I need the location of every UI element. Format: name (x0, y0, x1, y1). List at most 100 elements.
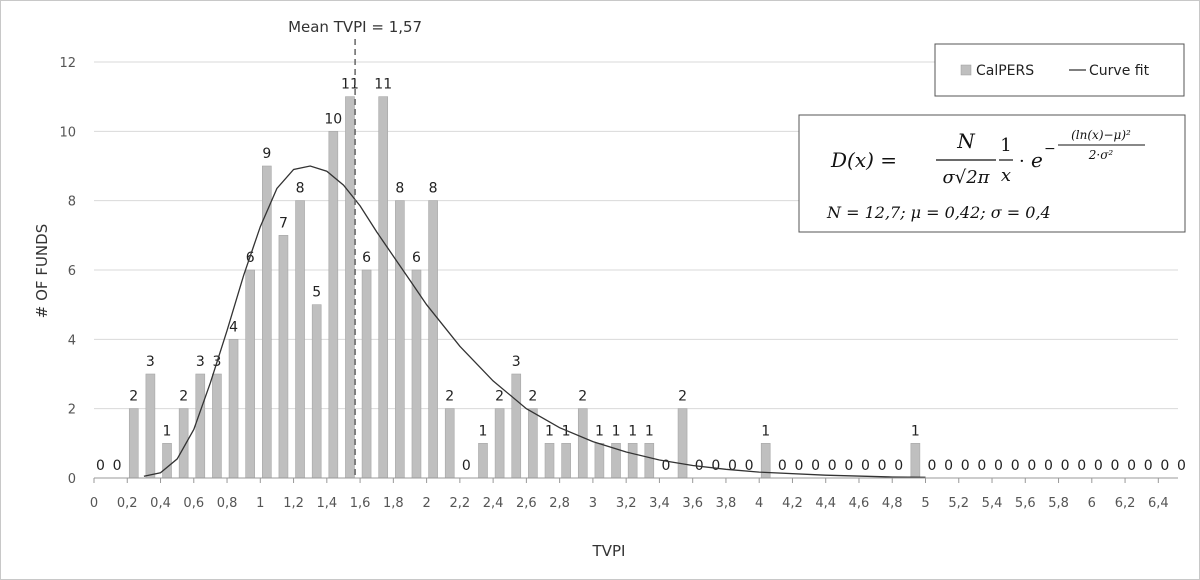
x-tick-label: 2,2 (450, 496, 471, 511)
bar (311, 304, 322, 479)
x-axis-title: TVPI (592, 542, 626, 560)
y-axis-ticks: 0 2 4 6 8 10 12 (59, 56, 76, 487)
y-tick-label: 6 (68, 264, 76, 279)
bar (478, 443, 488, 479)
x-tick-label: 5,8 (1048, 496, 1069, 511)
formula-dot: · (1019, 151, 1025, 172)
data-label: 0 (928, 458, 937, 474)
data-label: 0 (745, 458, 754, 474)
data-label: 3 (196, 354, 205, 370)
data-label: 9 (262, 146, 271, 162)
data-label: 1 (911, 423, 920, 439)
bar (677, 408, 688, 479)
data-label: 0 (1160, 458, 1169, 474)
y-tick-label: 4 (68, 333, 76, 348)
data-label: 0 (1144, 458, 1153, 474)
formula-box: D(x) = N σ√2π 1 x · e − (ln(x)−μ)² 2·σ² … (798, 114, 1186, 233)
data-label: 2 (179, 389, 188, 405)
data-label: 0 (1110, 458, 1119, 474)
formula-one: 1 (1000, 135, 1011, 156)
bar (128, 408, 139, 479)
x-tick-label: 1,2 (283, 496, 304, 511)
data-label: 0 (728, 458, 737, 474)
x-tick-label: 5,6 (1015, 496, 1036, 511)
bar (378, 96, 389, 479)
y-axis-title: # OF FUNDS (33, 224, 51, 318)
legend-box (934, 43, 1185, 97)
data-label: 0 (661, 458, 670, 474)
x-axis-ticks: 0 0,2 0,4 0,6 0,8 1 1,2 1,4 1,6 1,8 2 2,2 2,4 2,6 2,8 3… (90, 478, 1169, 511)
data-label: 0 (1094, 458, 1103, 474)
y-tick-label: 8 (68, 195, 76, 210)
bar (411, 269, 422, 479)
x-tick-label: 5 (921, 496, 929, 511)
bar (444, 408, 455, 479)
legend: CalPERS Curve fit (934, 43, 1185, 97)
x-tick-label: 3,8 (716, 496, 737, 511)
bar (245, 269, 255, 479)
x-tick-label: 2,6 (516, 496, 537, 511)
data-label: 0 (944, 458, 953, 474)
bar (594, 443, 605, 479)
y-tick-label: 0 (68, 472, 76, 487)
data-label: 0 (828, 458, 837, 474)
bar (212, 373, 222, 479)
data-label: 2 (528, 389, 537, 405)
data-label: 0 (861, 458, 870, 474)
data-label: 0 (994, 458, 1003, 474)
x-tick-label: 4 (755, 496, 763, 511)
data-label: 0 (1027, 458, 1036, 474)
data-label: 3 (146, 354, 155, 370)
bar (295, 200, 305, 479)
formula-numerator: N (956, 129, 976, 153)
legend-label-calpers: CalPERS (976, 63, 1034, 79)
data-label: 0 (1011, 458, 1020, 474)
bar (528, 408, 538, 479)
bar (361, 269, 372, 479)
mean-tvpi-label: Mean TVPI = 1,57 (288, 18, 422, 36)
data-label: 8 (296, 181, 305, 197)
x-tick-label: 2,8 (549, 496, 570, 511)
data-label: 0 (961, 458, 970, 474)
data-label: 0 (811, 458, 820, 474)
x-tick-label: 1 (256, 496, 264, 511)
data-label: 3 (512, 354, 521, 370)
x-tick-label: 1,8 (383, 496, 404, 511)
x-tick-label: 3,4 (649, 496, 670, 511)
x-tick-label: 6,4 (1148, 496, 1169, 511)
data-label: 11 (374, 77, 392, 93)
data-label: 0 (794, 458, 803, 474)
data-label: 0 (778, 458, 787, 474)
formula-lhs: D(x) = (830, 148, 897, 172)
formula-exp-minus: − (1044, 141, 1056, 157)
data-label: 1 (761, 423, 770, 439)
bar (511, 373, 522, 479)
x-tick-label: 1,4 (316, 496, 337, 511)
formula-frame (798, 114, 1186, 233)
bars-group (128, 96, 921, 479)
y-tick-label: 12 (59, 56, 76, 71)
x-tick-label: 0,8 (217, 496, 238, 511)
data-label: 0 (711, 458, 720, 474)
data-label: 2 (678, 389, 687, 405)
legend-swatch-calpers (960, 64, 972, 76)
bar (544, 443, 555, 479)
data-label: 1 (595, 423, 604, 439)
x-tick-label: 1,6 (350, 496, 371, 511)
bar (561, 443, 571, 479)
data-label: 2 (495, 389, 504, 405)
data-label: 1 (163, 423, 172, 439)
data-label: 0 (894, 458, 903, 474)
x-tick-label: 4,8 (882, 496, 903, 511)
data-label: 2 (578, 389, 587, 405)
bar (627, 443, 638, 479)
x-tick-label: 3,6 (682, 496, 703, 511)
x-tick-label: 0 (90, 496, 98, 511)
data-label: 5 (312, 285, 321, 301)
data-label: 1 (612, 423, 621, 439)
data-label: 1 (545, 423, 554, 439)
data-label: 0 (113, 458, 122, 474)
x-tick-label: 3 (589, 496, 597, 511)
